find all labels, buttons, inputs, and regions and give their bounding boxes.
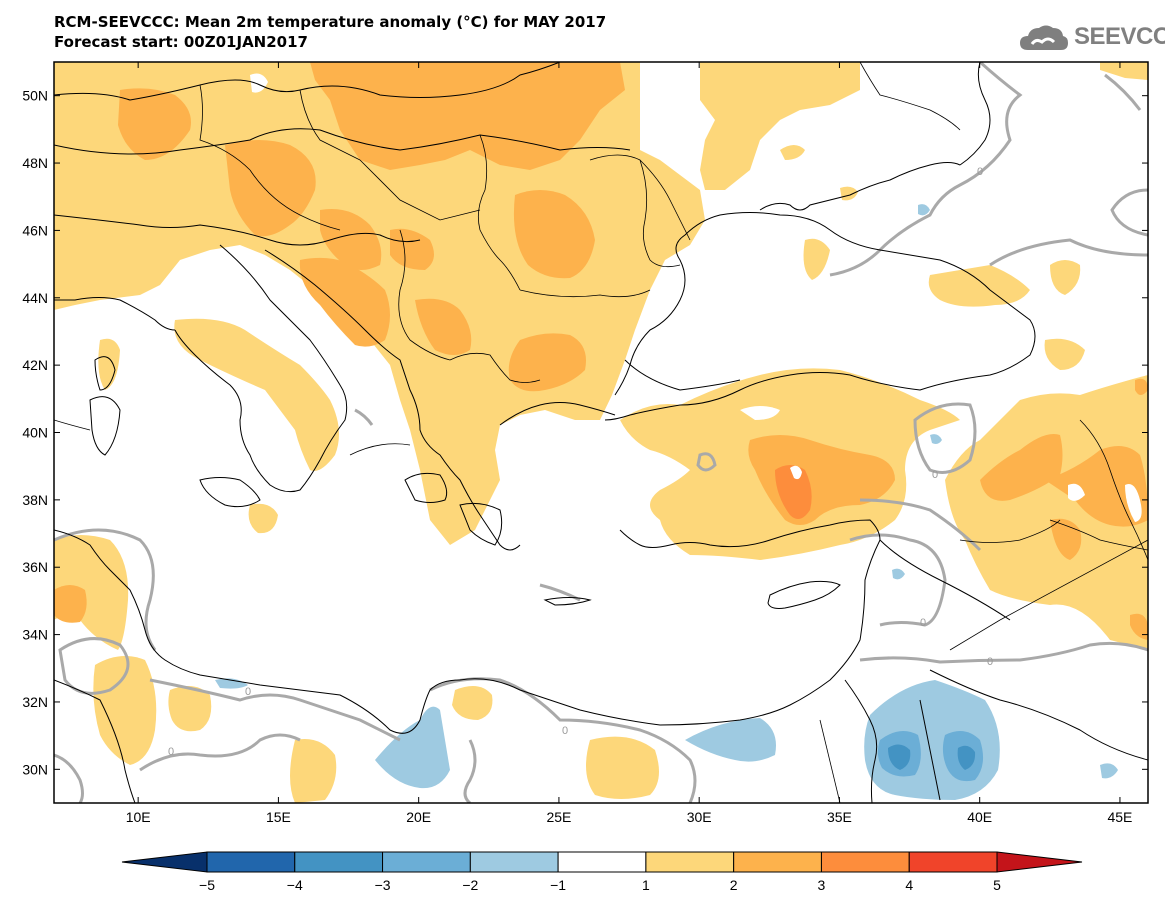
colorbar-segment xyxy=(469,851,559,873)
colorbar-label: −2 xyxy=(462,877,478,893)
lon-tick-label: 45E xyxy=(1107,809,1132,825)
lon-tick-label: 40E xyxy=(967,809,992,825)
lat-tick-label: 46N xyxy=(22,222,48,238)
colorbar-segment xyxy=(820,851,910,873)
colorbar-segment xyxy=(908,851,998,873)
logo-wordmark: SEEVCCC xyxy=(1074,23,1165,50)
lat-tick-label: 48N xyxy=(22,155,48,171)
lon-tick-label: 15E xyxy=(266,809,291,825)
title-block: RCM-SEEVCCC: Mean 2m temperature anomaly… xyxy=(54,12,606,52)
lon-tick-label: 10E xyxy=(126,809,151,825)
lat-tick-label: 40N xyxy=(22,425,48,441)
anomaly-shading-3-4 xyxy=(775,465,812,519)
contour-label: 0 xyxy=(920,617,926,629)
colorbar-label: −1 xyxy=(550,877,566,893)
contour-label: 0 xyxy=(168,746,174,758)
lat-tick-label: 50N xyxy=(22,88,48,104)
colorbar-low-extend xyxy=(121,851,208,873)
lat-tick-label: 34N xyxy=(22,627,48,643)
colorbar-high-extend xyxy=(996,851,1083,873)
lat-tick-label: 30N xyxy=(22,761,48,777)
contour-label: 0 xyxy=(562,725,568,737)
latitude-axis: 50N 48N 46N 44N 42N 40N 38N 36N 34N 32N 30N xyxy=(22,88,1148,777)
colorbar-label: −5 xyxy=(199,877,215,893)
contour-label: 0 xyxy=(245,686,251,698)
contour-label: 0 xyxy=(932,469,938,481)
anomaly-shading-neg3-neg4 xyxy=(888,744,976,770)
colorbar-segment xyxy=(294,851,384,873)
colorbar: −5 −4 −3 −2 −1 1 2 3 4 5 xyxy=(121,851,1083,893)
country-borders xyxy=(54,62,1148,803)
contour-label: 0 xyxy=(987,656,993,668)
forecast-start-label: Forecast start: 00Z01JAN2017 xyxy=(54,33,308,51)
colorbar-segment xyxy=(206,851,296,873)
colorbar-label: −4 xyxy=(287,877,303,893)
colorbar-label: −3 xyxy=(375,877,391,893)
map-plot-area: 0 0 0 0 0 0 0 xyxy=(54,62,1148,803)
lon-tick-label: 20E xyxy=(406,809,431,825)
lat-tick-label: 32N xyxy=(22,694,48,710)
colorbar-label: 1 xyxy=(642,877,650,893)
lon-tick-label: 35E xyxy=(827,809,852,825)
zero-contour-labels: 0 0 0 0 0 0 0 xyxy=(168,166,993,758)
longitude-axis: 10E 15E 20E 25E 30E 35E 40E 45E xyxy=(126,62,1132,825)
colorbar-label: 2 xyxy=(730,877,738,893)
anomaly-neutral-patches xyxy=(250,73,1142,522)
lon-tick-label: 25E xyxy=(546,809,571,825)
lat-tick-label: 38N xyxy=(22,492,48,508)
map-title: RCM-SEEVCCC: Mean 2m temperature anomaly… xyxy=(54,13,607,31)
coastlines xyxy=(54,62,1148,803)
colorbar-label: 3 xyxy=(818,877,826,893)
lat-tick-label: 42N xyxy=(22,357,48,373)
cloud-icon xyxy=(1020,25,1068,50)
lat-tick-label: 36N xyxy=(22,559,48,575)
colorbar-label: 5 xyxy=(993,877,1001,893)
lat-tick-label: 44N xyxy=(22,290,48,306)
lon-tick-label: 30E xyxy=(687,809,712,825)
colorbar-label: 4 xyxy=(905,877,913,893)
colorbar-segment xyxy=(557,851,647,873)
colorbar-segment xyxy=(645,851,735,873)
seevccc-logo: SEEVCCC xyxy=(1018,22,1165,52)
contour-label: 0 xyxy=(977,166,983,178)
colorbar-segment xyxy=(382,851,471,873)
colorbar-segment xyxy=(733,851,822,873)
